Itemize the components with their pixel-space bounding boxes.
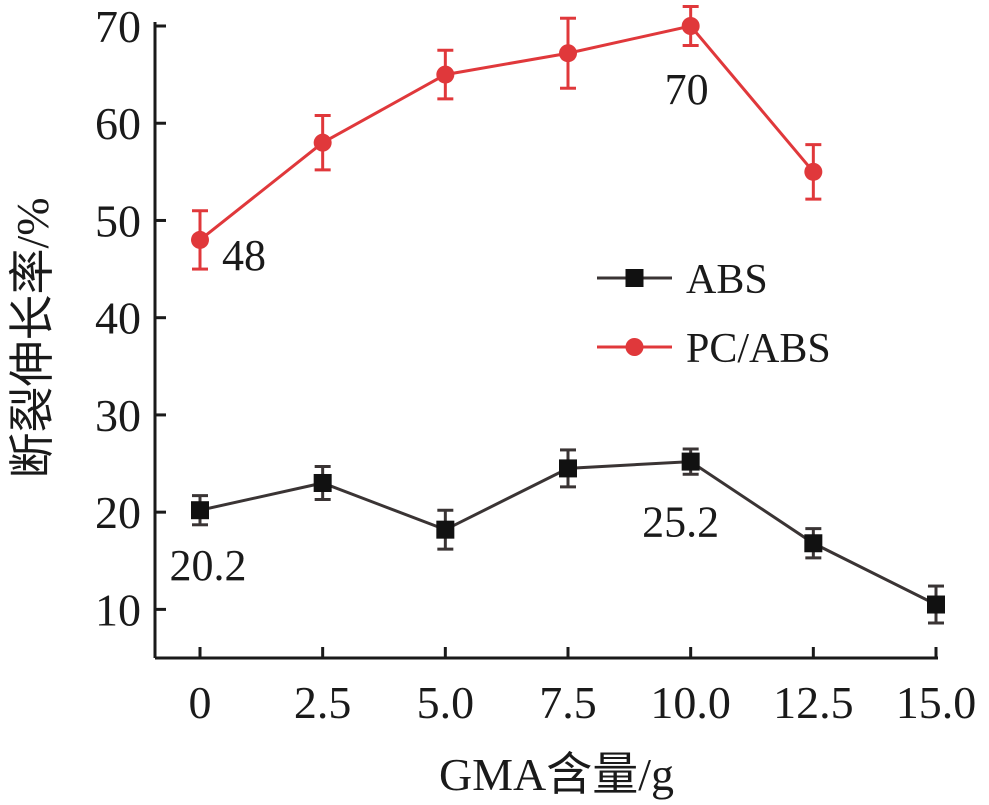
legend: ABS PC/ABS bbox=[597, 257, 831, 372]
x-tick-label-1: 2.5 bbox=[294, 677, 352, 728]
x-tick-label-2: 5.0 bbox=[417, 677, 475, 728]
data-point bbox=[436, 65, 455, 84]
data-point bbox=[804, 162, 823, 181]
y-tick-label-70: 70 bbox=[95, 1, 141, 52]
legend-label: ABS bbox=[686, 257, 768, 303]
legend-marker bbox=[625, 269, 644, 287]
x-axis-title: GMA含量/g bbox=[439, 749, 674, 800]
axes: 10 20 30 40 50 60 70 0 2.5 5.0 7.5 10.0 12.5 15.0 bbox=[95, 1, 976, 728]
series-pc-abs bbox=[191, 5, 823, 271]
legend-item-pc-abs: PC/ABS bbox=[597, 326, 831, 372]
data-point bbox=[804, 534, 823, 553]
annotations: 48 70 20.2 25.2 bbox=[170, 65, 720, 590]
y-tick-label-50: 50 bbox=[95, 195, 141, 246]
data-point bbox=[436, 520, 455, 539]
data-point bbox=[313, 133, 332, 152]
data-point bbox=[559, 459, 577, 478]
data-point bbox=[313, 473, 332, 492]
y-tick-label-10: 10 bbox=[95, 584, 141, 635]
data-point bbox=[681, 452, 700, 471]
y-tick-label-30: 30 bbox=[95, 390, 141, 441]
data-label-48: 48 bbox=[222, 231, 266, 280]
data-label-70: 70 bbox=[665, 65, 709, 114]
x-tick-label-5: 12.5 bbox=[773, 677, 854, 728]
x-tick-label-6: 15.0 bbox=[896, 677, 977, 728]
data-label-25-2: 25.2 bbox=[642, 498, 719, 547]
x-tick-label-0: 0 bbox=[189, 677, 212, 728]
data-point bbox=[191, 230, 209, 249]
data-point bbox=[559, 44, 577, 63]
data-point bbox=[681, 17, 700, 35]
y-tick-label-40: 40 bbox=[95, 293, 141, 344]
y-axis-title: 断裂伸长率/% bbox=[7, 197, 58, 478]
series-abs bbox=[191, 447, 945, 625]
series-layer bbox=[191, 5, 945, 625]
series-line bbox=[199, 24, 815, 242]
x-tick-label-3: 7.5 bbox=[539, 677, 597, 728]
legend-label: PC/ABS bbox=[686, 326, 831, 372]
data-label-20-2: 20.2 bbox=[170, 541, 247, 590]
legend-marker bbox=[625, 338, 644, 356]
legend-item-abs: ABS bbox=[597, 257, 768, 303]
y-tick-label-60: 60 bbox=[95, 98, 141, 149]
y-tick-label-20: 20 bbox=[95, 487, 141, 538]
data-point bbox=[927, 595, 945, 614]
data-point bbox=[191, 501, 209, 520]
x-tick-label-4: 10.0 bbox=[650, 677, 731, 728]
